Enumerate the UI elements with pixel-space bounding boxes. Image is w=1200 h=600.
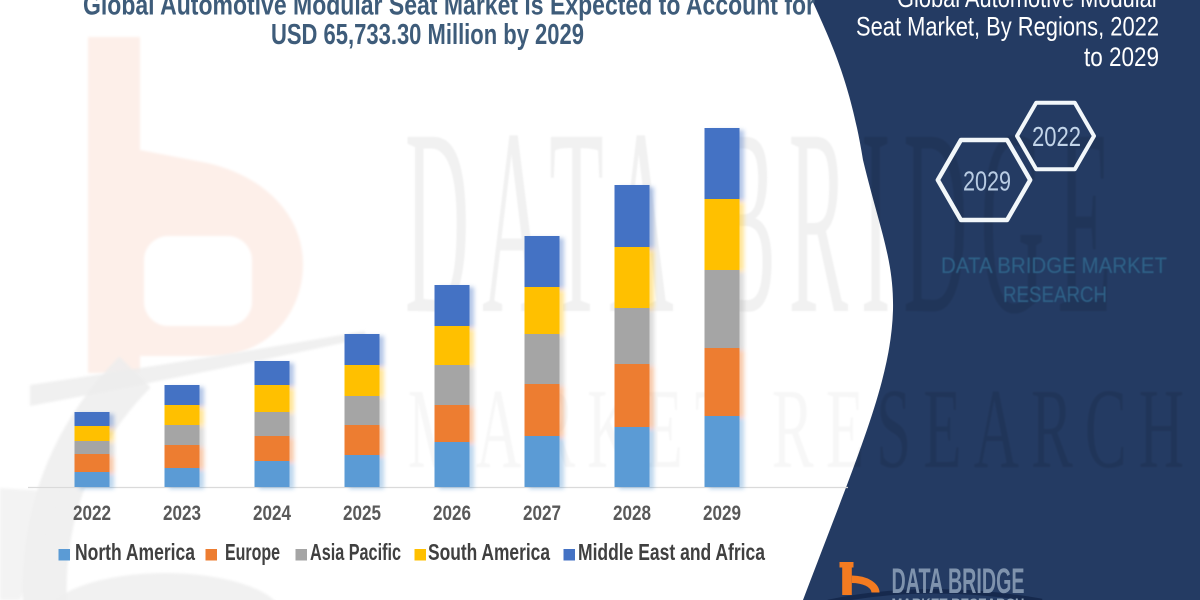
svg-text:Europe: Europe bbox=[225, 539, 280, 565]
svg-text:2022: 2022 bbox=[1032, 121, 1081, 152]
svg-text:2022: 2022 bbox=[73, 501, 111, 525]
svg-text:2029: 2029 bbox=[963, 166, 1011, 197]
svg-text:Middle East and Africa: Middle East and Africa bbox=[578, 539, 765, 565]
svg-text:2028: 2028 bbox=[613, 501, 651, 525]
svg-text:to 2029: to 2029 bbox=[1084, 42, 1159, 72]
svg-text:USD 65,733.30 Million by 2029: USD 65,733.30 Million by 2029 bbox=[271, 19, 584, 51]
svg-text:2024: 2024 bbox=[253, 501, 291, 525]
svg-text:2027: 2027 bbox=[523, 501, 561, 525]
svg-text:North America: North America bbox=[75, 539, 195, 565]
svg-text:Asia Pacific: Asia Pacific bbox=[310, 539, 401, 565]
svg-text:DATA BRIDGE: DATA BRIDGE bbox=[892, 562, 1025, 600]
svg-text:South America: South America bbox=[428, 539, 550, 565]
svg-text:2023: 2023 bbox=[163, 501, 201, 525]
svg-text:2026: 2026 bbox=[433, 501, 471, 525]
svg-text:RESEARCH: RESEARCH bbox=[1003, 282, 1107, 307]
svg-text:Seat Market, By Regions, 2022: Seat Market, By Regions, 2022 bbox=[856, 12, 1159, 42]
svg-text:2025: 2025 bbox=[343, 501, 381, 525]
svg-text:DATA BRIDGE MARKET: DATA BRIDGE MARKET bbox=[941, 253, 1167, 278]
svg-text:2029: 2029 bbox=[703, 501, 741, 525]
svg-text:MARKET RESEARCH: MARKET RESEARCH bbox=[892, 597, 1025, 600]
svg-text:Global Automotive Modular: Global Automotive Modular bbox=[897, 0, 1159, 13]
svg-text:Global Automotive Modular Seat: Global Automotive Modular Seat Market is… bbox=[83, 0, 815, 22]
